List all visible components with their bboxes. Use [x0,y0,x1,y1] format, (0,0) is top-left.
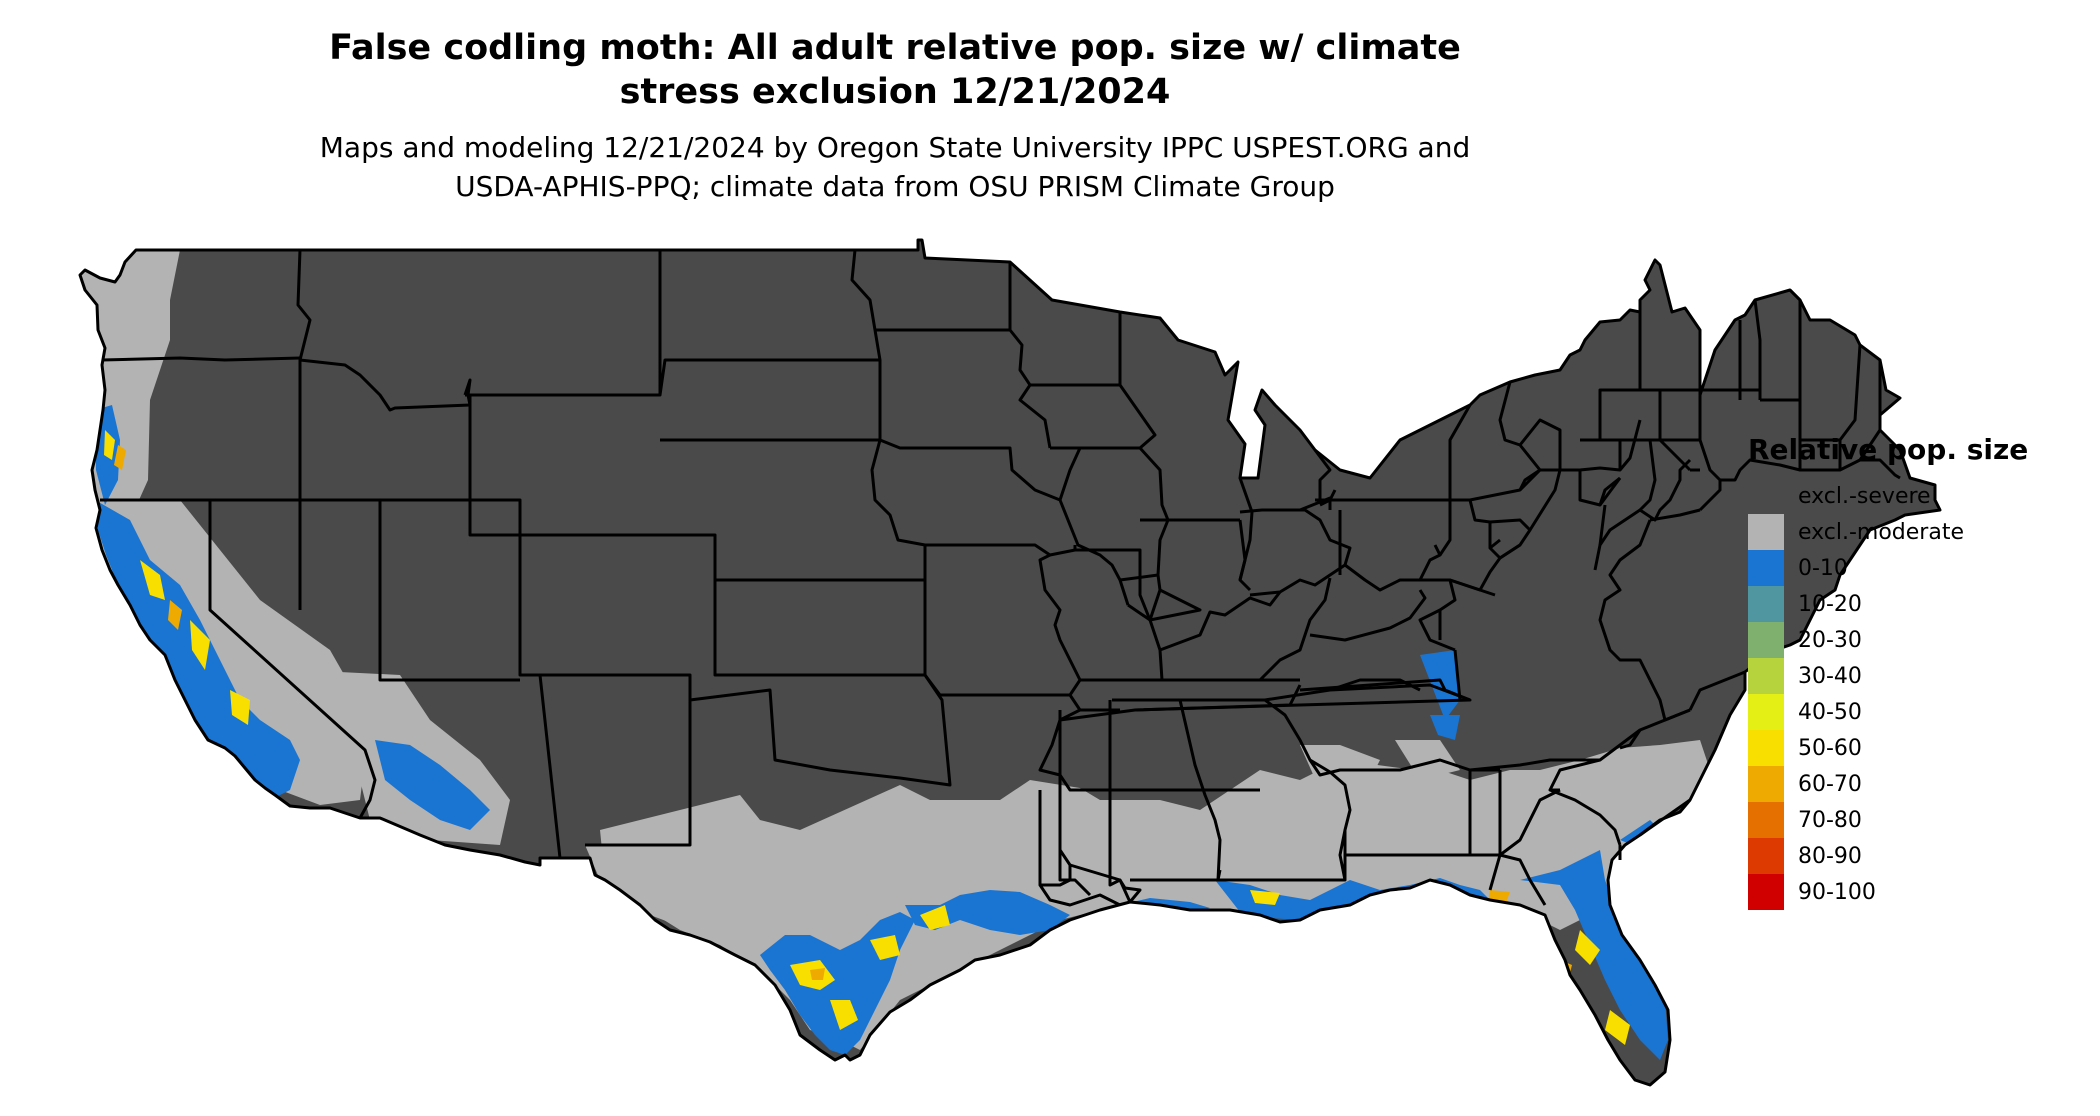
swatch-80-90 [1748,838,1784,874]
swatch-0-10 [1748,550,1784,586]
subtitle-block: Maps and modeling 12/21/2024 by Oregon S… [0,128,1790,206]
legend-item-label: excl.-severe [1798,483,1931,509]
swatch-excl-moderate [1748,514,1784,550]
swatch-70-80 [1748,802,1784,838]
legend-item: 80-90 [1748,838,2088,874]
legend: Relative pop. size excl.-severe excl.-mod… [1748,432,2088,910]
swatch-60-70 [1748,766,1784,802]
legend-item: 40-50 [1748,694,2088,730]
legend-item-label: 70-80 [1798,807,1862,833]
map-subtitle-line1: Maps and modeling 12/21/2024 by Oregon S… [319,131,1471,164]
legend-item-label: 10-20 [1798,591,1862,617]
legend-item: 60-70 [1748,766,2088,802]
legend-item: 30-40 [1748,658,2088,694]
swatch-30-40 [1748,658,1784,694]
legend-item: excl.-moderate [1748,514,2088,550]
legend-item: 50-60 [1748,730,2088,766]
legend-item-label: 20-30 [1798,627,1862,653]
legend-item-label: excl.-moderate [1798,519,1964,545]
swatch-20-30 [1748,622,1784,658]
title-block: False codling moth: All adult relative p… [0,26,1790,114]
map-subtitle-line2: USDA-APHIS-PPQ; climate data from OSU PR… [455,170,1335,203]
legend-item-label: 80-90 [1798,843,1862,869]
legend-item-label: 90-100 [1798,879,1876,905]
state-borders [78,238,1942,1087]
legend-item-label: 40-50 [1798,699,1862,725]
legend-item: 90-100 [1748,874,2088,910]
map-title-line1: False codling moth: All adult relative p… [329,28,1461,68]
legend-item-label: 0-10 [1798,555,1848,581]
legend-item: 10-20 [1748,586,2088,622]
legend-item-label: 30-40 [1798,663,1862,689]
swatch-excl-severe [1748,478,1784,514]
legend-item: excl.-severe [1748,478,2088,514]
legend-item: 0-10 [1748,550,2088,586]
swatch-40-50 [1748,694,1784,730]
legend-item-label: 60-70 [1798,771,1862,797]
swatch-90-100 [1748,874,1784,910]
legend-items: excl.-severe excl.-moderate 0-10 10-20 20-30… [1748,478,2088,910]
legend-item-label: 50-60 [1798,735,1862,761]
legend-title: Relative pop. size [1748,433,2029,466]
legend-item: 20-30 [1748,622,2088,658]
swatch-50-60 [1748,730,1784,766]
map-title-line2: stress exclusion 12/21/2024 [619,72,1171,112]
legend-item: 70-80 [1748,802,2088,838]
swatch-10-20 [1748,586,1784,622]
